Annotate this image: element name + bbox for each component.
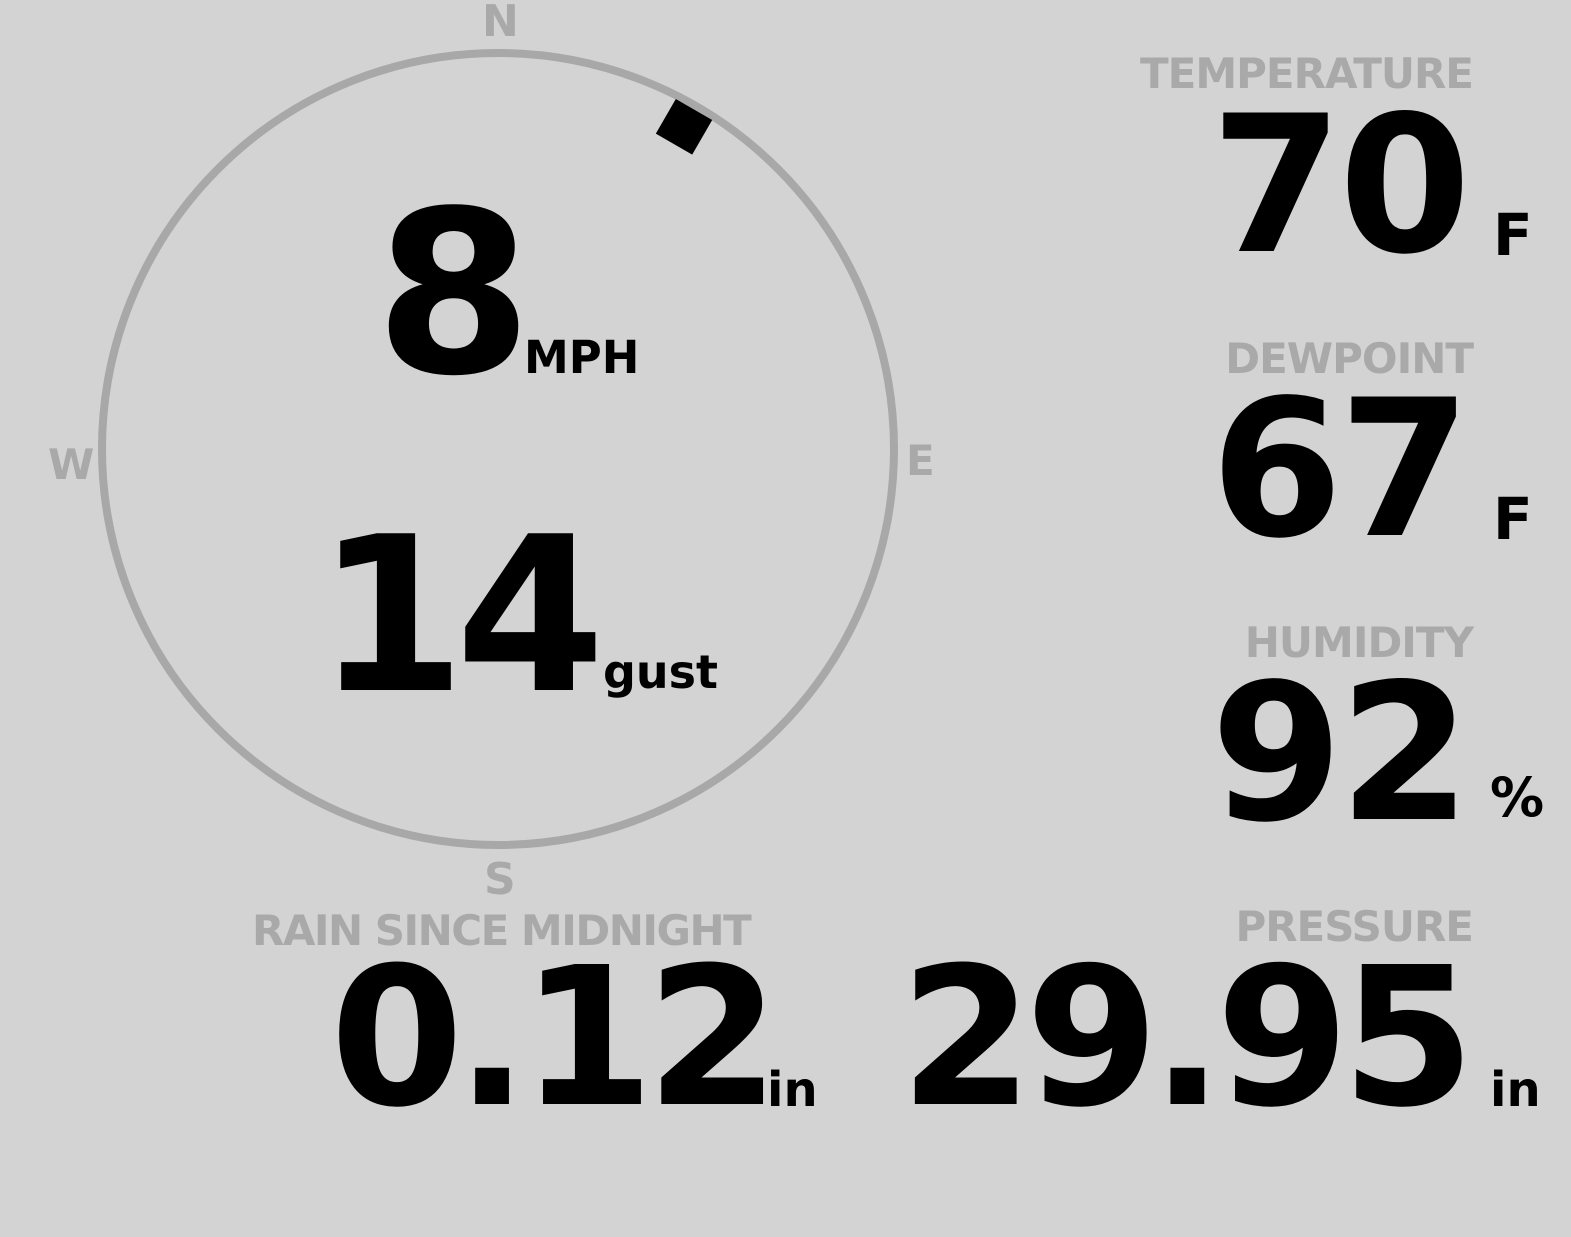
compass-west-label: W xyxy=(48,440,94,489)
pressure-value: 29.95 xyxy=(899,927,1475,1150)
humidity-unit: % xyxy=(1490,766,1545,829)
compass-east-label: E xyxy=(906,436,935,485)
pressure-label: PRESSURE xyxy=(1235,902,1474,951)
rain-label: RAIN SINCE MIDNIGHT xyxy=(252,906,752,955)
wind-speed-value: 8 xyxy=(375,163,532,426)
pressure-unit: in xyxy=(1490,1062,1541,1118)
compass-north-label: N xyxy=(482,0,519,47)
dewpoint-unit: F xyxy=(1493,485,1533,553)
wind-speed-unit: MPH xyxy=(524,331,640,384)
rain-unit: in xyxy=(767,1062,818,1118)
humidity-label: HUMIDITY xyxy=(1244,618,1474,667)
compass-circle xyxy=(98,49,898,849)
temperature-label: TEMPERATURE xyxy=(1140,49,1474,98)
wind-gust-unit: gust xyxy=(603,645,719,699)
dewpoint-label: DEWPOINT xyxy=(1225,334,1474,383)
temperature-unit: F xyxy=(1493,201,1533,269)
dewpoint-value: 67 xyxy=(1210,359,1471,580)
rain-value: 0.12 xyxy=(330,927,780,1150)
humidity-value: 92 xyxy=(1210,643,1471,864)
compass-south-label: S xyxy=(484,854,516,905)
wind-gust-value: 14 xyxy=(316,490,605,741)
temperature-value: 70 xyxy=(1210,75,1471,296)
